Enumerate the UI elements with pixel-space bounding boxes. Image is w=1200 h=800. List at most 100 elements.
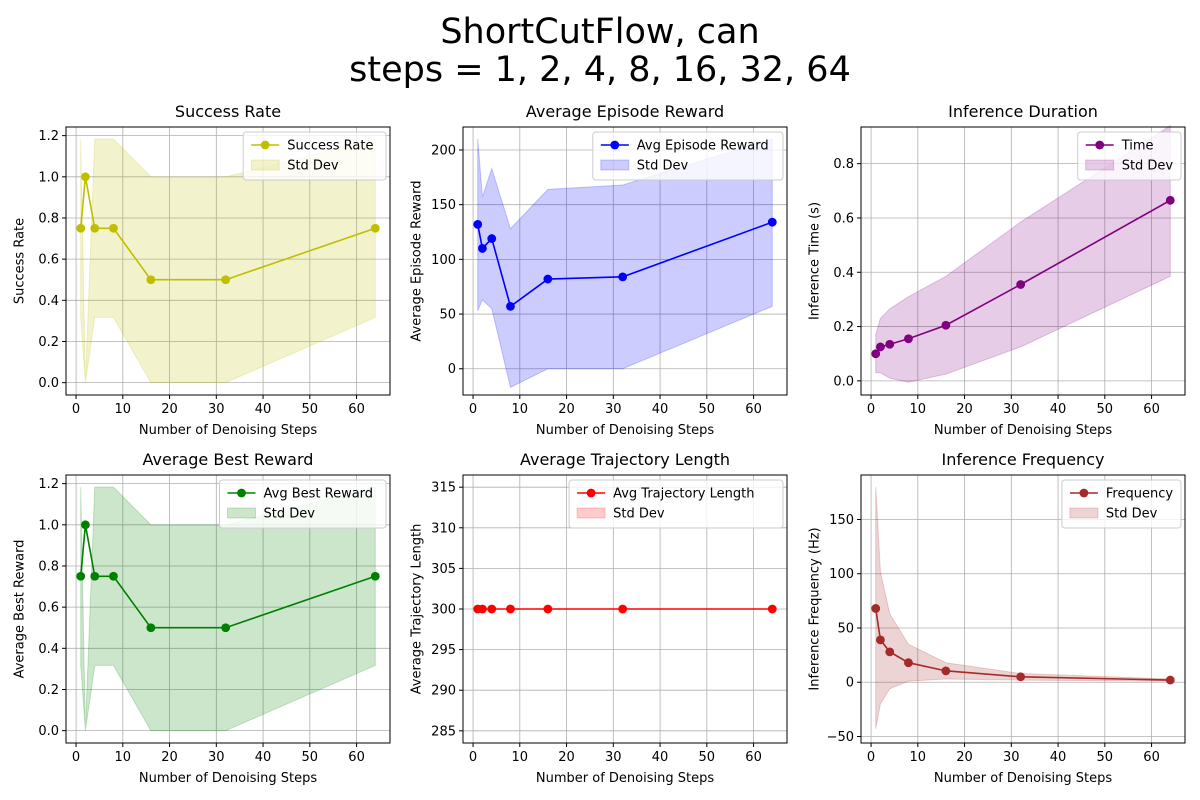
axes-frame bbox=[65, 474, 391, 744]
x-tick-label: 30 bbox=[208, 402, 225, 417]
chart-title: Average Trajectory Length bbox=[520, 450, 730, 469]
x-tick-label: 10 bbox=[115, 402, 132, 417]
y-tick-label: 0.0 bbox=[833, 374, 854, 389]
data-point bbox=[543, 604, 553, 614]
x-tick-label: 10 bbox=[910, 402, 927, 417]
data-point bbox=[146, 275, 156, 285]
x-axis-label: Number of Denoising Steps bbox=[934, 771, 1112, 786]
data-point bbox=[871, 349, 881, 359]
x-tick-label: 10 bbox=[115, 750, 132, 765]
x-tick-label: 50 bbox=[1097, 750, 1114, 765]
data-point bbox=[1165, 195, 1175, 205]
legend-std-label: Std Dev bbox=[637, 159, 689, 174]
y-tick-label: 150 bbox=[829, 513, 854, 528]
x-axis-label: Number of Denoising Steps bbox=[934, 423, 1112, 438]
legend-marker-swatch bbox=[610, 140, 620, 150]
y-tick-label: 1.2 bbox=[38, 129, 59, 144]
data-point bbox=[109, 571, 118, 581]
axes-frame bbox=[65, 126, 391, 396]
x-tick-label: 40 bbox=[1050, 750, 1067, 765]
x-tick-label: 60 bbox=[1143, 402, 1160, 417]
x-tick-label: 40 bbox=[1050, 402, 1067, 417]
y-axis-label: Average Episode Reward bbox=[409, 180, 424, 341]
data-point bbox=[81, 520, 90, 530]
data-point bbox=[1016, 280, 1026, 289]
chart-avg-episode-reward: 0 10 20 30 40 50 60 0 50 100 150 200 Average Episode… bbox=[409, 102, 788, 438]
data-point bbox=[370, 223, 380, 233]
data-point bbox=[506, 301, 515, 311]
chart-title: Average Episode Reward bbox=[526, 102, 724, 121]
y-tick-label: 100 bbox=[829, 567, 854, 582]
legend-std-label: Std Dev bbox=[287, 159, 339, 174]
x-tick-label: 20 bbox=[558, 402, 575, 417]
chart-inference-duration: 0 10 20 30 40 50 60 0.0 0.2 0.4 0.6 0.8 Inference Du… bbox=[807, 102, 1186, 438]
y-tick-label: 0.2 bbox=[38, 683, 59, 698]
y-tick-label: 290 bbox=[431, 684, 456, 699]
y-tick-label: 0.4 bbox=[38, 642, 59, 657]
y-tick-label: 50 bbox=[837, 621, 854, 636]
y-tick-label: 0.8 bbox=[833, 157, 854, 172]
data-point bbox=[90, 571, 100, 581]
legend-band-swatch bbox=[227, 507, 256, 519]
data-point bbox=[506, 604, 515, 614]
data-point bbox=[370, 571, 380, 581]
legend-std-label: Std Dev bbox=[613, 507, 665, 522]
y-tick-label: 0.8 bbox=[38, 211, 59, 226]
chart-title: Inference Duration bbox=[948, 102, 1098, 121]
y-tick-label: 0 bbox=[448, 362, 456, 377]
y-axis-label: Success Rate bbox=[12, 218, 27, 304]
legend-series-label: Avg Episode Reward bbox=[637, 139, 769, 154]
y-axis-label: Inference Frequency (Hz) bbox=[807, 527, 822, 690]
y-axis-label: Average Best Reward bbox=[12, 540, 27, 679]
legend-marker-swatch bbox=[586, 488, 596, 498]
legend: Avg Episode Reward Std Dev bbox=[592, 131, 784, 181]
x-tick-label: 0 bbox=[867, 750, 875, 765]
x-tick-label: 20 bbox=[956, 750, 973, 765]
chart-title: Success Rate bbox=[175, 102, 281, 121]
x-tick-label: 40 bbox=[255, 750, 272, 765]
data-point bbox=[876, 635, 885, 645]
data-point bbox=[885, 339, 895, 349]
data-point bbox=[478, 244, 487, 253]
data-point bbox=[941, 320, 951, 330]
legend-box bbox=[568, 479, 784, 529]
data-point bbox=[941, 666, 951, 676]
y-tick-label: 0.8 bbox=[38, 559, 59, 574]
x-tick-label: 60 bbox=[1143, 750, 1160, 765]
y-axis-label: Average Trajectory Length bbox=[409, 524, 424, 695]
x-tick-label: 10 bbox=[512, 402, 529, 417]
data-point bbox=[767, 604, 777, 614]
legend-box bbox=[592, 131, 784, 181]
data-point bbox=[487, 234, 497, 243]
data-point bbox=[543, 274, 553, 284]
legend-std-label: Std Dev bbox=[264, 507, 316, 522]
y-tick-label: 0.4 bbox=[38, 294, 59, 309]
chart-avg-trajectory-length: 0 10 20 30 40 50 60 285 290 295 300 305 310 315 Averag… bbox=[409, 450, 788, 786]
x-axis-label: Number of Denoising Steps bbox=[139, 423, 317, 438]
y-tick-label: 150 bbox=[431, 198, 456, 213]
legend-series-label: Frequency bbox=[1106, 487, 1173, 502]
y-tick-label: 315 bbox=[431, 481, 456, 496]
data-point bbox=[90, 223, 100, 233]
legend: Frequency Std Dev bbox=[1061, 479, 1182, 529]
legend-band-swatch bbox=[576, 507, 606, 519]
legend-series-label: Avg Best Reward bbox=[264, 487, 374, 502]
legend: Success Rate Std Dev bbox=[242, 131, 387, 181]
x-tick-label: 20 bbox=[161, 402, 178, 417]
y-tick-label: 0.2 bbox=[833, 320, 854, 335]
chart-success-rate: 0 10 20 30 40 50 60 0.0 0.2 0.4 0.6 0.8 1.0 1.2 Succes… bbox=[12, 102, 391, 438]
x-tick-label: 0 bbox=[867, 402, 875, 417]
chart-title: Inference Frequency bbox=[942, 450, 1105, 469]
x-tick-label: 0 bbox=[469, 750, 477, 765]
y-axis-label: Inference Time (s) bbox=[807, 202, 822, 320]
x-tick-label: 0 bbox=[469, 402, 477, 417]
chart-title: Average Best Reward bbox=[143, 450, 314, 469]
data-point bbox=[487, 604, 497, 614]
legend-box bbox=[242, 131, 387, 181]
y-tick-label: −50 bbox=[827, 730, 854, 745]
legend-series-label: Time bbox=[1121, 139, 1154, 154]
legend-std-label: Std Dev bbox=[1106, 507, 1158, 522]
legend-series-label: Avg Trajectory Length bbox=[613, 487, 754, 502]
chart-avg-best-reward: 0 10 20 30 40 50 60 0.0 0.2 0.4 0.6 0.8 1.0 1.2 Averag… bbox=[12, 450, 391, 786]
axes-frame bbox=[860, 474, 1186, 744]
